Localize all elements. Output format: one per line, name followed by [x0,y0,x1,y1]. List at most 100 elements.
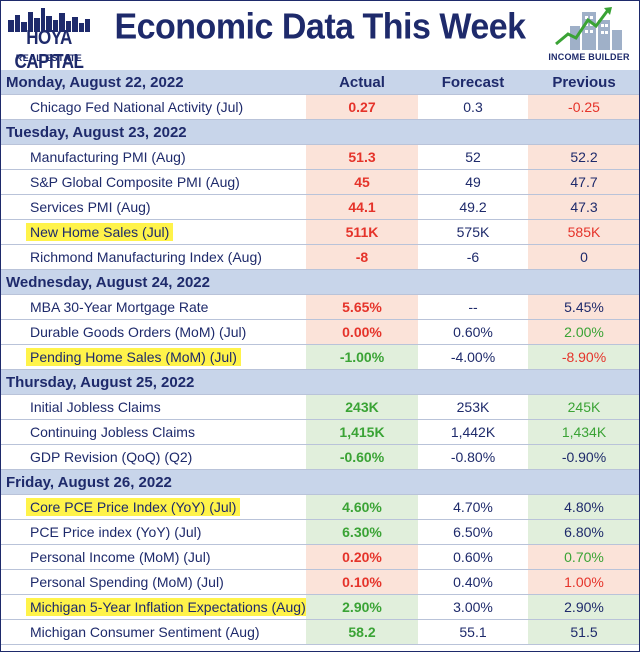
page-header: HOYA CAPITAL REAL ESTATE Economic Data T… [0,0,640,73]
indicator-name-cell: Manufacturing PMI (Aug) [0,144,306,170]
actual-value: 58.2 [306,619,418,645]
indicator-name-cell: Personal Income (MoM) (Jul) [0,544,306,570]
indicator-name-cell: Continuing Jobless Claims [0,419,306,445]
indicator-name: Michigan Consumer Sentiment (Aug) [30,624,260,640]
day-header-blank [306,369,418,395]
actual-value: 0.20% [306,544,418,570]
forecast-value: -4.00% [418,344,528,370]
logo-brand-text: HOYA CAPITAL [14,26,84,73]
table-row: Manufacturing PMI (Aug) 51.3 52 52.2 [0,144,640,170]
actual-value: 44.1 [306,194,418,220]
previous-value: -0.90% [528,444,640,470]
indicator-name-cell: MBA 30-Year Mortgage Rate [0,294,306,320]
actual-value: 4.60% [306,494,418,520]
indicator-name-cell: Pending Home Sales (MoM) (Jul) [0,344,306,370]
previous-value: -8.90% [528,344,640,370]
table-row: GDP Revision (QoQ) (Q2) -0.60% -0.80% -0.90… [0,444,640,470]
indicator-name: Services PMI (Aug) [30,199,151,215]
forecast-value: 49 [418,169,528,195]
forecast-value: 52 [418,144,528,170]
day-header-row: Thursday, August 25, 2022 [0,369,640,395]
actual-value: 51.3 [306,144,418,170]
forecast-value: 0.60% [418,319,528,345]
previous-value: -0.25 [528,94,640,120]
indicator-name-cell: Services PMI (Aug) [0,194,306,220]
page-title: Economic Data This Week [114,7,526,47]
forecast-value: 55.1 [418,619,528,645]
indicator-name: Pending Home Sales (MoM) (Jul) [26,348,241,366]
table-row: Services PMI (Aug) 44.1 49.2 47.3 [0,194,640,220]
previous-value: 0 [528,244,640,270]
actual-value: 0.00% [306,319,418,345]
forecast-value: 6.50% [418,519,528,545]
previous-value: 585K [528,219,640,245]
indicator-name-cell: Core PCE Price Index (YoY) (Jul) [0,494,306,520]
indicator-name: Continuing Jobless Claims [30,424,195,440]
actual-value: 511K [306,219,418,245]
day-header-blank [418,469,528,495]
indicator-name: Core PCE Price Index (YoY) (Jul) [26,498,241,516]
indicator-name-cell: S&P Global Composite PMI (Aug) [0,169,306,195]
indicator-name-cell: GDP Revision (QoQ) (Q2) [0,444,306,470]
table-row: S&P Global Composite PMI (Aug) 45 49 47.7 [0,169,640,195]
day-date: Thursday, August 25, 2022 [0,369,306,395]
day-header-blank [418,269,528,295]
indicator-name-cell: Durable Goods Orders (MoM) (Jul) [0,319,306,345]
table-row: PCE Price index (YoY) (Jul) 6.30% 6.50% 6.8… [0,519,640,545]
table-row: Pending Home Sales (MoM) (Jul) -1.00% -4.0… [0,344,640,370]
previous-value: 1,434K [528,419,640,445]
column-header-forecast: Forecast [418,70,528,95]
indicator-name-cell: Michigan 5-Year Inflation Expectations (… [0,594,306,620]
indicator-name: Personal Spending (MoM) (Jul) [30,574,224,590]
indicator-name-cell: PCE Price index (YoY) (Jul) [0,519,306,545]
indicator-name-cell: New Home Sales (Jul) [0,219,306,245]
day-header-blank [528,269,640,295]
previous-value: 1.00% [528,569,640,595]
actual-value: 2.90% [306,594,418,620]
table-row: New Home Sales (Jul) 511K 575K 585K [0,219,640,245]
column-header-previous: Previous [528,70,640,95]
forecast-value: -0.80% [418,444,528,470]
previous-value: 2.90% [528,594,640,620]
forecast-value: 49.2 [418,194,528,220]
indicator-name: Richmond Manufacturing Index (Aug) [30,249,262,265]
forecast-value: 0.3 [418,94,528,120]
day-header-blank [528,369,640,395]
indicator-name: Durable Goods Orders (MoM) (Jul) [30,324,247,340]
table-row: Personal Spending (MoM) (Jul) 0.10% 0.40% 1… [0,569,640,595]
previous-value: 52.2 [528,144,640,170]
indicator-name: New Home Sales (Jul) [26,223,174,241]
table-row: Core PCE Price Index (YoY) (Jul) 4.60% 4.7… [0,494,640,520]
indicator-name: MBA 30-Year Mortgage Rate [30,299,209,315]
previous-value: 6.80% [528,519,640,545]
income-builder-label: INCOME BUILDER [548,52,630,62]
table-row: Personal Income (MoM) (Jul) 0.20% 0.60% 0.7… [0,544,640,570]
previous-value: 47.3 [528,194,640,220]
table-row: Initial Jobless Claims 243K 253K 245K [0,394,640,420]
forecast-value: 1,442K [418,419,528,445]
day-header-blank [306,119,418,145]
day-date: Friday, August 26, 2022 [0,469,306,495]
income-builder-logo: INCOME BUILDER [542,4,636,68]
previous-value: 0.70% [528,544,640,570]
table-row: Michigan 5-Year Inflation Expectations (… [0,594,640,620]
indicator-name: Initial Jobless Claims [30,399,161,415]
day-header-row: Tuesday, August 23, 2022 [0,119,640,145]
column-header-actual: Actual [306,70,418,95]
day-header-row: Friday, August 26, 2022 [0,469,640,495]
forecast-value: -- [418,294,528,320]
previous-value: 2.00% [528,319,640,345]
day-header-blank [528,469,640,495]
previous-value: 47.7 [528,169,640,195]
actual-value: -1.00% [306,344,418,370]
day-date: Monday, August 22, 2022 [0,70,306,95]
day-date: Wednesday, August 24, 2022 [0,269,306,295]
indicator-name: GDP Revision (QoQ) (Q2) [30,449,193,465]
table-row: Chicago Fed National Activity (Jul) 0.27 0… [0,94,640,120]
forecast-value: 0.60% [418,544,528,570]
forecast-value: 253K [418,394,528,420]
actual-value: 243K [306,394,418,420]
day-header-blank [418,369,528,395]
hoya-capital-logo: HOYA CAPITAL REAL ESTATE [6,6,92,73]
